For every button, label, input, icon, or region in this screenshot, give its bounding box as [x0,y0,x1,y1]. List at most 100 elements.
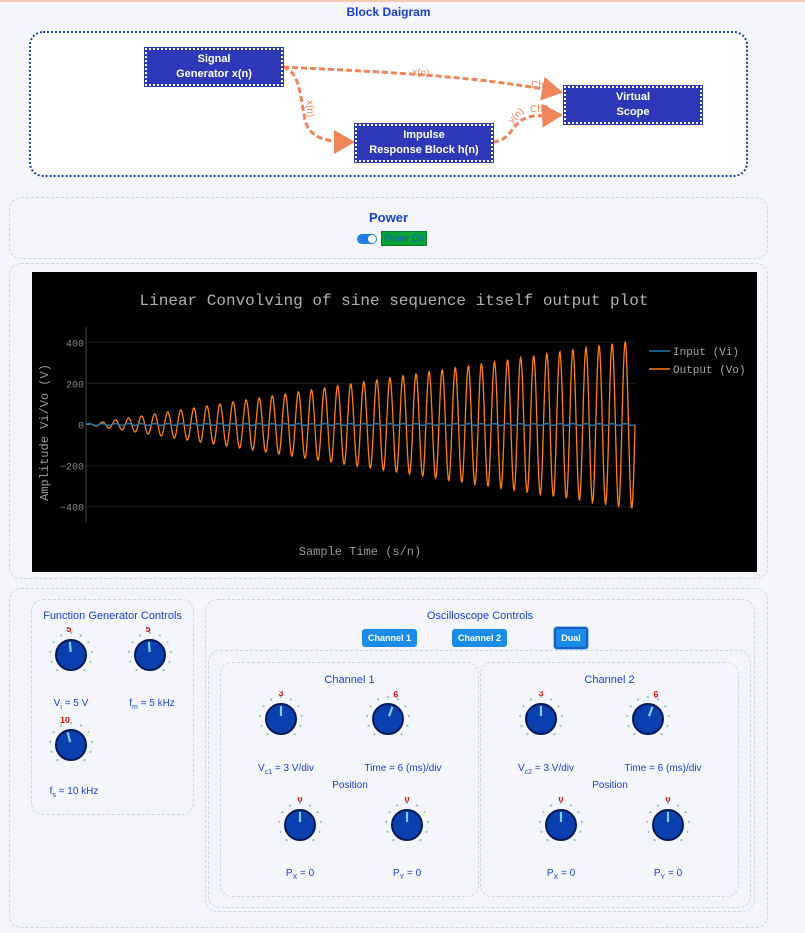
knob-scale-dot [52,641,55,644]
fm-knob[interactable]: 5 [125,624,175,677]
ch2-volt-knob[interactable]: 3 [516,688,566,741]
knob-value: 3 [278,691,283,698]
knob-scale-dot [168,660,171,664]
chart-title: Linear Convolving of sine sequence itsel… [140,292,649,310]
y-axis-label: Amplitude Vi/Vo (V) [38,364,52,501]
knob-body[interactable] [55,729,87,761]
knob-scale-dot [627,724,630,728]
y-tick-label: 200 [66,380,84,391]
knob-body[interactable] [55,639,87,671]
ch2-px-label-pre: P [546,868,554,879]
y-tick-label: −400 [60,504,84,515]
ch1-position-title: Position [332,780,368,791]
ch2-px-label-post: = 0 [558,868,576,879]
knob-scale-dot [559,801,563,805]
knob-scale-dot [549,804,553,807]
dual-button[interactable]: Dual [554,627,588,649]
ch2-py-label: PY = 0 [638,868,698,881]
fs-knob[interactable]: 10 [46,715,96,767]
knob-body[interactable] [652,809,684,841]
ch2-position-title: Position [592,780,628,791]
ch2-volt-label-sub: c2 [524,769,533,776]
knob-value: 0 [404,797,409,804]
knob-scale-dot [684,811,687,814]
impulse-block-line1: Impulse [403,129,445,141]
power-toggle[interactable] [357,234,377,244]
knob-body[interactable] [632,703,664,735]
knob-scale-dot [656,804,660,807]
impulse-response-block[interactable]: Impulse Response Block h(n) [354,123,494,163]
power-panel [9,197,768,259]
virtual-scope-block[interactable]: Virtual Scope [563,85,703,125]
ch1-px-knob[interactable]: 0 [275,794,325,847]
virtual-scope-line2: Scope [616,106,650,118]
knob-scale-dot [664,705,667,708]
knob-scale-dot [529,698,533,701]
knob-body[interactable] [372,703,404,735]
knob-scale-dot [392,838,395,842]
knob-indicator [387,706,394,717]
knob-body[interactable] [391,809,423,841]
edge-impulse-to-scope [492,103,563,144]
knob-scale-dot [569,804,573,807]
ch2-volt-label-pre: V [517,763,525,774]
legend-entry[interactable]: Output (Vo) [673,365,746,377]
knob-scale-dot [69,721,73,725]
knob-scale-dot [656,698,660,701]
knob-scale-dot [522,705,525,708]
legend-entry[interactable]: Input (Vi) [673,347,739,359]
channel2-button[interactable]: Channel 2 [452,629,507,647]
ch1-py-knob[interactable]: 0 [382,794,432,847]
fs-label-post: = 10 kHz [55,786,99,797]
knob-scale-dot [666,801,670,805]
oscilloscope-panel [205,599,755,912]
knob-scale-dot [423,811,426,814]
controls-panel [9,588,768,928]
knob-scale-dot [262,705,265,708]
power-toggle-label[interactable]: Power On [381,231,428,246]
knob-scale-dot [90,650,94,653]
knob-scale-dot [647,830,650,834]
ch1-volt-label-post: = 3 V/div [272,763,315,774]
knob-scale-dot [269,698,273,701]
ch1-volt-knob[interactable]: 3 [256,688,306,741]
knob-body[interactable] [134,639,166,671]
knob-body[interactable] [284,809,316,841]
knob-scale-dot [419,838,422,842]
knob-scale-dot [83,758,86,762]
knob-value: 5 [145,627,150,634]
edge-label-yn: y(n) [506,106,526,126]
knob-scale-dot [666,724,669,728]
ch2-time-label: Time = 6 (ms)/div [624,763,702,774]
knob-scale-dot [625,714,629,717]
vi-label-post: = 5 V [61,698,89,709]
knob-scale-dot [660,732,663,736]
fs-label-sub: s [52,792,56,799]
channel1-button[interactable]: Channel 1 [362,629,417,647]
signal-generator-block[interactable]: Signal Generator x(n) [144,47,284,87]
channels-panel [208,650,751,908]
ch1-volt-label-pre: V [257,763,265,774]
knob-value: 0 [297,797,302,804]
vi-knob[interactable]: 5 [46,624,96,677]
ch2-time-knob[interactable]: 6 [623,690,673,741]
knob-scale-dot [425,830,428,834]
knob-body[interactable] [265,703,297,735]
knob-scale-dot [400,732,403,736]
knob-body[interactable] [525,703,557,735]
knob-value: 0 [665,797,670,804]
knob-body[interactable] [545,809,577,841]
vi-label-sub: i [60,704,62,711]
plot-panel [9,263,768,579]
ch2-volt-label: Vc2 = 3 V/div [506,763,586,776]
knob-scale-dot [162,668,165,672]
knob-scale-dot [406,724,409,728]
ch2-py-knob[interactable]: 0 [643,794,693,847]
knob-indicator [147,641,151,653]
knob-scale-dot [405,801,409,805]
knob-scale-dot [316,811,319,814]
ch1-time-knob[interactable]: 6 [363,690,413,741]
ch2-px-knob[interactable]: 0 [536,794,586,847]
knob-scale-dot [680,838,683,842]
ch1-px-label: PX = 0 [270,868,330,881]
